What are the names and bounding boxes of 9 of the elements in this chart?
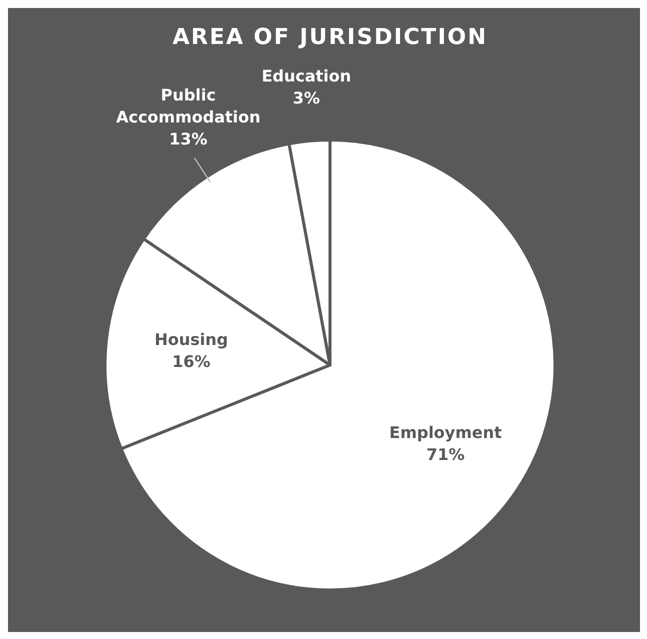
data-label: 13%	[169, 129, 208, 148]
slice-label: Employment	[389, 423, 502, 442]
chart-title: AREA OF JURISDICTION	[172, 25, 488, 50]
slice-label: Public Accommodation	[116, 85, 261, 126]
slice-label: Housing	[154, 330, 228, 350]
data-label: 3%	[292, 88, 320, 108]
data-label: 71%	[426, 445, 465, 464]
slice-label: Education	[262, 66, 352, 86]
data-label: 16%	[172, 352, 210, 372]
